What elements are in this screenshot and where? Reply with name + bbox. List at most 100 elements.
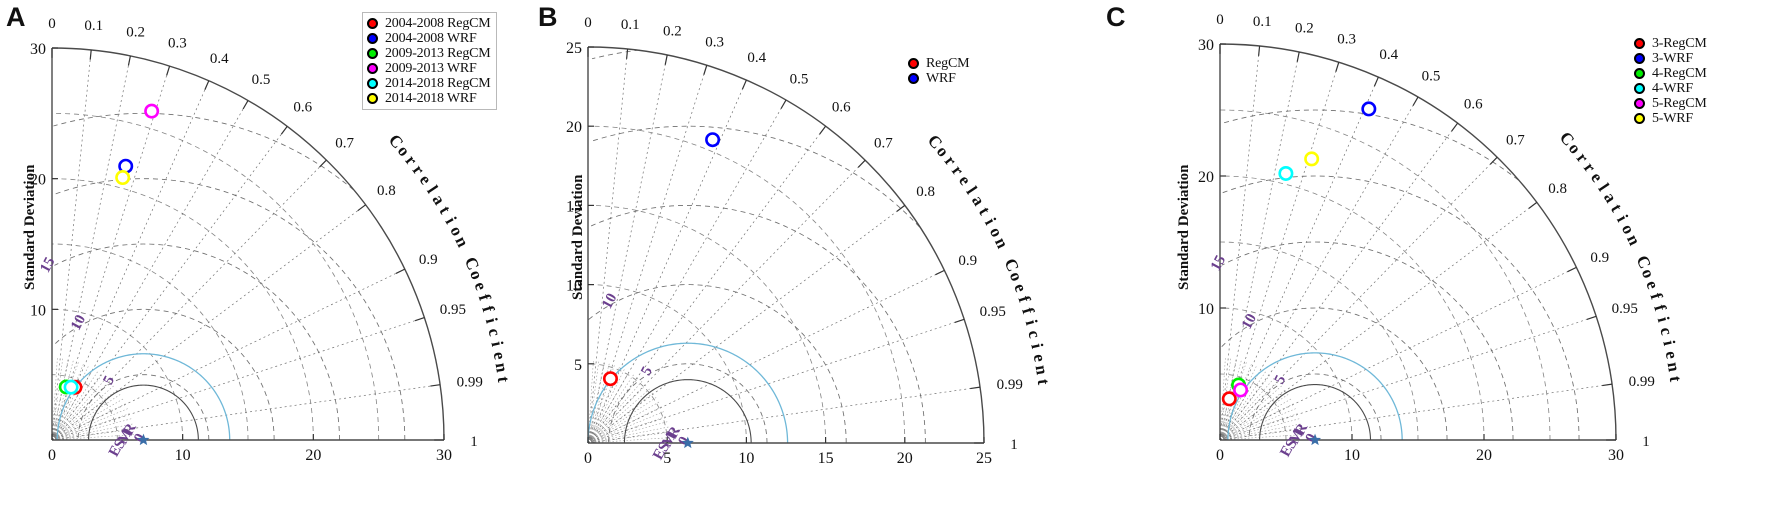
reference-point-marker (1309, 433, 1322, 446)
legend-marker-icon (367, 93, 378, 104)
data-point-marker[interactable] (705, 132, 721, 148)
rmse-contour-label: 5 (1272, 373, 1290, 387)
legend-item[interactable]: 4-WRF (1634, 81, 1707, 96)
rmse-contour-label: 15 (37, 255, 58, 276)
correlation-tick-label: 0 (48, 16, 56, 32)
x-tick-label: 10 (1344, 447, 1360, 464)
legend-item-label: 4-WRF (1652, 80, 1694, 96)
data-point-marker[interactable] (144, 103, 160, 119)
y-tick-label: 30 (1198, 37, 1214, 54)
rmse-contour-label: 10 (1239, 311, 1260, 332)
panel-a: A Standard Deviation 0 10 20 30 10 20 30 0 0.1 0.… (0, 0, 530, 518)
panel-b-legend[interactable]: RegCM WRF (908, 56, 970, 86)
legend-item-label: 2014-2018 WRF (385, 90, 477, 106)
legend-item[interactable]: RegCM (908, 56, 970, 71)
correlation-tick-label: 0.95 (1612, 301, 1638, 317)
legend-marker-icon (367, 33, 378, 44)
x-tick-label: 15 (818, 450, 834, 467)
correlation-tick-label: 0.4 (1379, 47, 1398, 63)
svg-text:c: c (484, 326, 504, 338)
panel-a-letter: A (6, 2, 26, 32)
correlation-tick-label: 0.8 (377, 183, 396, 199)
legend-item[interactable]: 2014-2018 WRF (367, 91, 491, 106)
legend-item-label: 5-RegCM (1652, 95, 1707, 111)
legend-item-label: 3-RegCM (1652, 35, 1707, 51)
svg-text:f: f (478, 303, 498, 314)
correlation-tick-label: 1 (470, 434, 478, 450)
data-point-marker[interactable] (1233, 382, 1249, 398)
correlation-tick-label: 0.95 (980, 304, 1006, 320)
correlation-tick-label: 0.9 (419, 252, 438, 268)
data-point-marker[interactable] (1278, 165, 1294, 181)
legend-marker-icon (1634, 113, 1645, 124)
legend-item[interactable]: 5-RegCM (1634, 96, 1707, 111)
correlation-tick-label: 0.3 (705, 34, 724, 50)
legend-item[interactable]: 2004-2008 WRF (367, 31, 491, 46)
svg-text:i: i (487, 339, 507, 348)
legend-item[interactable]: 2009-2013 WRF (367, 61, 491, 76)
svg-text:M: M (1286, 427, 1307, 447)
legend-item-label: 2009-2013 WRF (385, 60, 477, 76)
legend-item-label: 2014-2018 RegCM (385, 75, 491, 91)
x-tick-label: 0 (1216, 447, 1224, 464)
x-tick-label: 0 (48, 447, 56, 464)
legend-marker-icon (1634, 83, 1645, 94)
correlation-tick-label: 0.99 (457, 374, 483, 390)
svg-text:i: i (1659, 339, 1679, 348)
svg-text:f: f (1018, 305, 1038, 316)
legend-item-label: 4-RegCM (1652, 65, 1707, 81)
x-tick-label: 10 (175, 447, 191, 464)
svg-text:M: M (115, 427, 136, 447)
correlation-tick-label: 0.1 (84, 18, 103, 34)
data-point-marker[interactable] (602, 371, 618, 387)
svg-text:t: t (1666, 375, 1686, 383)
rmse-contour-label: 10 (68, 312, 89, 333)
svg-text:n: n (1664, 361, 1684, 374)
correlation-tick-label: 0.9 (1590, 250, 1609, 266)
rmse-contour-label: 5 (638, 364, 656, 378)
data-point-marker[interactable] (63, 379, 79, 395)
y-tick-label: 25 (566, 40, 582, 57)
legend-marker-icon (1634, 38, 1645, 49)
legend-item[interactable]: 2004-2008 RegCM (367, 16, 491, 31)
legend-item[interactable]: 5-WRF (1634, 111, 1707, 126)
legend-marker-icon (908, 58, 919, 69)
svg-text:f: f (475, 292, 495, 304)
correlation-tick-label: 0.3 (1337, 31, 1356, 47)
legend-item[interactable]: 2014-2018 RegCM (367, 76, 491, 91)
data-point-marker[interactable] (1221, 391, 1237, 407)
correlation-tick-label: 0.7 (874, 136, 893, 152)
legend-marker-icon (1634, 98, 1645, 109)
data-point-marker[interactable] (1304, 151, 1320, 167)
x-tick-label: 20 (1476, 447, 1492, 464)
panel-c: C Standard Deviation 0 10 20 30 10 20 30 0 0.1 0.… (1100, 0, 1772, 518)
data-point-marker[interactable] (115, 170, 131, 186)
correlation-tick-label: 0.99 (1629, 374, 1655, 390)
legend-item[interactable]: 2009-2013 RegCM (367, 46, 491, 61)
correlation-tick-label: 1 (1010, 437, 1018, 453)
correlation-tick-label: 0.7 (1506, 133, 1525, 149)
legend-marker-icon (908, 73, 919, 84)
legend-item[interactable]: 3-RegCM (1634, 36, 1707, 51)
correlation-tick-label: 0.8 (1548, 181, 1567, 197)
legend-item-label: 5-WRF (1652, 110, 1694, 126)
correlation-tick-label: 0.95 (440, 302, 466, 318)
svg-text:n: n (492, 361, 512, 374)
x-tick-label: 20 (897, 450, 913, 467)
svg-text:t: t (1607, 201, 1626, 216)
legend-item[interactable]: 4-RegCM (1634, 66, 1707, 81)
legend-item[interactable]: WRF (908, 71, 969, 86)
legend-item[interactable]: 3-WRF (1634, 51, 1707, 66)
data-point-marker[interactable] (1361, 101, 1377, 117)
panel-a-legend[interactable]: 2004-2008 RegCM 2004-2008 WRF 2009-2013 Re… (362, 12, 497, 110)
svg-text:f: f (1650, 302, 1670, 313)
y-tick-label: 10 (30, 302, 46, 319)
svg-text:e: e (1642, 278, 1663, 292)
panel-c-legend[interactable]: 3-RegCM 3-WRF 4-RegCM 4-WRF 5-RegCM 5-WRF (1634, 36, 1707, 126)
legend-marker-icon (367, 78, 378, 89)
correlation-tick-label: 0.8 (916, 184, 935, 200)
